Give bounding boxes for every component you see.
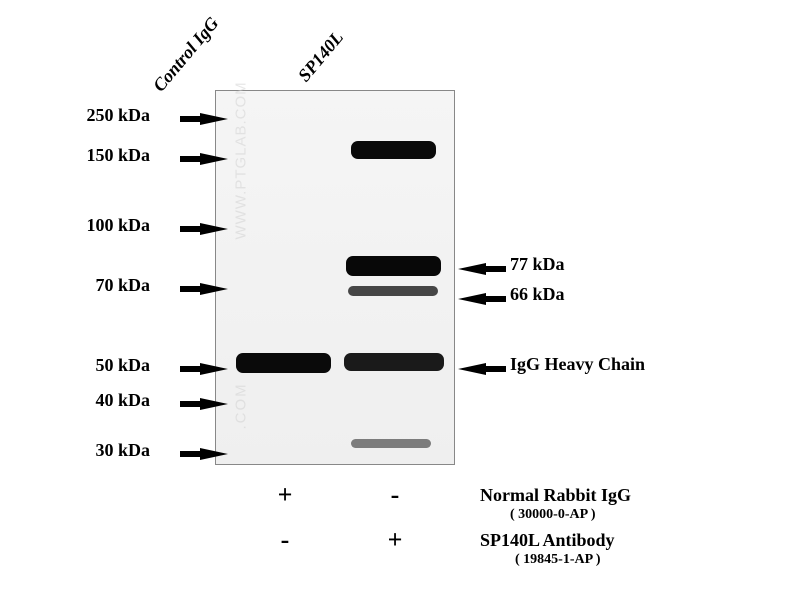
arrow-icon (200, 283, 228, 295)
condition-sign: + (275, 480, 295, 510)
condition-label: SP140L Antibody (480, 530, 615, 551)
band-annotation: 66 kDa (510, 284, 565, 305)
condition-sign: + (385, 525, 405, 555)
blot-membrane: WWW.PTGLAB.COM .COM (215, 90, 455, 465)
arrow-icon (200, 223, 228, 235)
band (351, 141, 436, 159)
lane-header: Control IgG (149, 13, 223, 96)
mw-label: 100 kDa (50, 215, 150, 236)
arrow-icon (200, 398, 228, 410)
condition-sublabel: ( 30000-0-AP ) (510, 507, 596, 523)
watermark-text: WWW.PTGLAB.COM (233, 80, 250, 240)
mw-label: 150 kDa (50, 145, 150, 166)
arrow-icon (458, 363, 486, 375)
band (344, 353, 444, 371)
arrow-icon (200, 153, 228, 165)
band-annotation: IgG Heavy Chain (510, 354, 645, 375)
arrow-icon (458, 263, 486, 275)
mw-label: 30 kDa (50, 440, 150, 461)
arrow-icon (200, 448, 228, 460)
watermark-text: .COM (233, 270, 250, 430)
condition-sign: - (385, 480, 405, 510)
band (348, 286, 438, 296)
band (346, 256, 441, 276)
condition-sublabel: ( 19845-1-AP ) (515, 552, 601, 568)
arrow-icon (458, 293, 486, 305)
blot-figure: Control IgG SP140L WWW.PTGLAB.COM .COM 2… (0, 0, 800, 600)
band (351, 439, 431, 448)
condition-sign: - (275, 525, 295, 555)
lane-header: SP140L (294, 27, 348, 86)
arrow-icon (200, 113, 228, 125)
mw-label: 70 kDa (50, 275, 150, 296)
mw-label: 40 kDa (50, 390, 150, 411)
condition-label: Normal Rabbit IgG (480, 485, 631, 506)
band-annotation: 77 kDa (510, 254, 565, 275)
band (236, 353, 331, 373)
mw-label: 50 kDa (50, 355, 150, 376)
arrow-icon (200, 363, 228, 375)
mw-label: 250 kDa (50, 105, 150, 126)
